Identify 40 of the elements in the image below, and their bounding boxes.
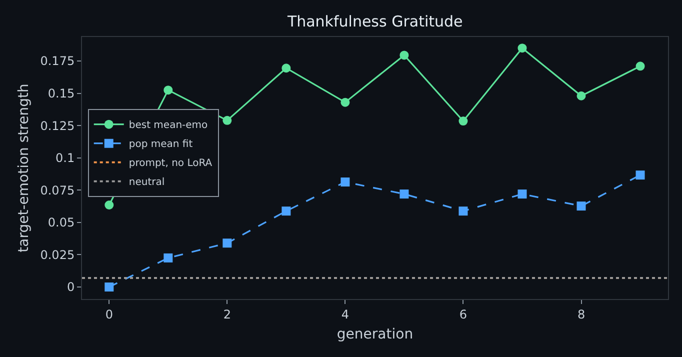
y-tick-label: 0.15 xyxy=(48,86,75,100)
y-axis-title: target-emotion strength xyxy=(16,84,32,252)
point xyxy=(400,190,409,199)
point xyxy=(400,50,409,60)
chart-title: Thankfulness Gratitude xyxy=(286,12,463,31)
x-tick-label: 0 xyxy=(105,307,113,322)
x-tick-label: 8 xyxy=(577,307,586,322)
legend-label: best mean-emo xyxy=(128,120,208,132)
point xyxy=(104,282,114,292)
point xyxy=(282,206,291,216)
point xyxy=(222,116,232,125)
point xyxy=(576,91,586,100)
y-tick-label: 0.025 xyxy=(40,248,75,262)
point xyxy=(104,200,114,210)
legend-label: neutral xyxy=(128,177,165,188)
point xyxy=(340,98,350,107)
y-tick-label: 0 xyxy=(66,280,75,294)
y-tick-label: 0.175 xyxy=(40,54,75,68)
point xyxy=(164,86,173,95)
y-tick-label: 0.125 xyxy=(40,118,75,133)
y-tick-label: 0.05 xyxy=(48,216,75,230)
point xyxy=(576,202,586,211)
point xyxy=(458,116,468,126)
point xyxy=(518,190,527,199)
y-tick-label: 0.1 xyxy=(56,151,75,166)
point xyxy=(282,64,291,73)
legend-label: pop mean fit xyxy=(128,139,193,150)
point xyxy=(340,178,350,187)
point xyxy=(518,44,527,53)
point xyxy=(458,206,468,216)
x-tick-label: 6 xyxy=(459,307,468,322)
point xyxy=(636,170,645,180)
y-tick-label: 0.075 xyxy=(40,183,75,198)
legend-label: prompt, no LoRA xyxy=(128,158,212,170)
point xyxy=(222,238,232,248)
x-axis-title: generation xyxy=(336,326,414,343)
point xyxy=(636,62,645,71)
x-tick-label: 2 xyxy=(223,307,231,322)
point xyxy=(164,253,173,262)
x-tick-label: 4 xyxy=(341,307,350,322)
